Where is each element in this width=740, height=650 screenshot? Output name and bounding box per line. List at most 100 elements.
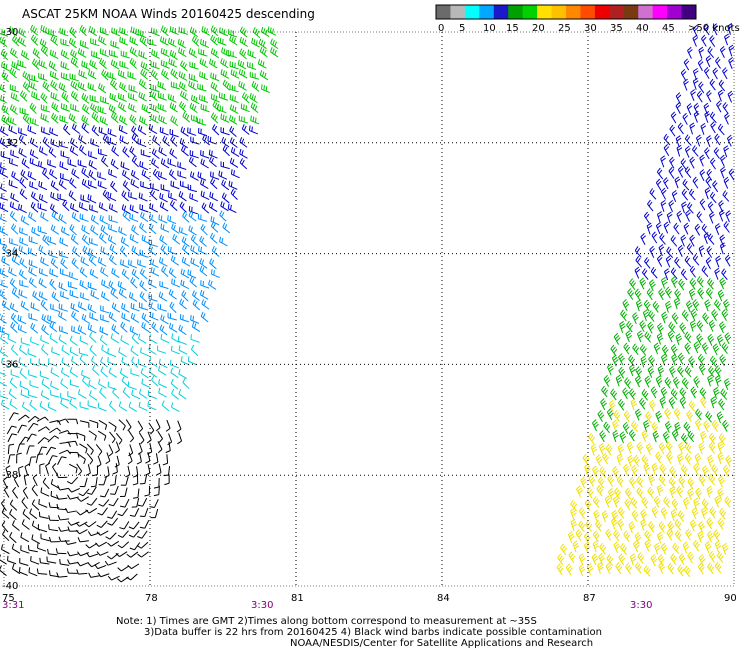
wind-barb: [159, 36, 169, 46]
wind-barb: [108, 104, 117, 115]
wind-barb: [167, 215, 177, 224]
wind-barb: [68, 487, 80, 493]
wind-barb: [127, 381, 137, 391]
wind-barb: [130, 302, 140, 312]
wind-barb: [670, 235, 678, 247]
wind-barb: [126, 551, 139, 558]
wind-barb: [168, 322, 178, 333]
wind-barb: [715, 374, 722, 387]
wind-barb: [622, 387, 630, 400]
wind-barb: [95, 444, 103, 456]
wind-barb: [1, 357, 10, 368]
legend-label: 20: [532, 23, 545, 34]
wind-barb: [9, 67, 17, 79]
legend-swatch: [450, 5, 466, 19]
wind-barb: [648, 310, 655, 322]
wind-barb: [595, 454, 603, 467]
wind-barb: [51, 211, 60, 222]
wind-barb: [169, 199, 178, 211]
wind-barb: [618, 398, 625, 411]
wind-barb: [131, 155, 139, 168]
wind-barb: [704, 147, 710, 160]
wind-barb: [129, 204, 139, 214]
wind-barb: [0, 372, 7, 377]
wind-barb: [40, 211, 49, 222]
wind-barb: [128, 84, 138, 93]
wind-barb: [121, 356, 131, 367]
legend-label: 25: [558, 23, 571, 34]
legend-swatch: [580, 5, 596, 19]
wind-barb: [60, 103, 70, 112]
wind-barb: [705, 411, 713, 423]
wind-barb: [70, 90, 79, 102]
wind-barb: [0, 346, 9, 358]
wind-barb: [209, 191, 218, 202]
wind-barb: [198, 48, 208, 57]
wind-barb: [682, 112, 689, 125]
wind-barb: [48, 524, 59, 532]
wind-barb: [99, 58, 107, 69]
wind-barb: [627, 454, 634, 467]
wind-barb: [684, 331, 692, 344]
wind-barb: [708, 319, 716, 332]
wind-barb: [107, 356, 117, 366]
wind-barb: [1, 104, 10, 116]
wind-barb: [686, 410, 694, 423]
wind-barb: [710, 121, 716, 134]
wind-barb: [679, 396, 687, 409]
wind-barb: [60, 172, 70, 182]
wind-barb: [728, 44, 735, 57]
wind-barb: [111, 324, 120, 335]
wind-barb: [50, 138, 60, 148]
wind-barb: [88, 379, 97, 390]
wind-barb: [623, 410, 631, 423]
wind-barb: [595, 519, 603, 532]
wind-barb: [38, 511, 49, 519]
wind-barb: [560, 543, 568, 556]
wind-barb: [623, 463, 630, 476]
wind-barb: [30, 556, 40, 565]
wind-barb: [228, 114, 238, 125]
wind-barb: [707, 278, 715, 290]
wind-barb: [168, 58, 178, 68]
wind-barb: [39, 370, 49, 380]
wind-barb: [670, 111, 677, 124]
wind-barb: [643, 211, 650, 224]
wind-barb: [611, 354, 619, 367]
wind-barb: [628, 521, 636, 534]
wind-barb: [99, 387, 107, 399]
wind-barb: [681, 188, 689, 201]
wind-barb: [108, 444, 114, 457]
wind-barb: [32, 48, 41, 59]
wind-barb: [221, 47, 230, 57]
wind-barb: [127, 563, 140, 570]
wind-barb: [692, 176, 699, 189]
wind-barb: [649, 188, 657, 200]
wind-barb: [683, 497, 690, 510]
wind-barb: [41, 378, 50, 390]
wind-barb: [107, 517, 119, 526]
wind-barb: [101, 279, 110, 289]
wind-barb: [267, 26, 277, 36]
wind-barb: [222, 79, 231, 91]
wind-barb: [20, 337, 30, 346]
wind-barb: [222, 144, 230, 157]
wind-barb: [102, 134, 111, 146]
wind-barb: [80, 292, 90, 301]
wind-barb: [49, 321, 58, 333]
wind-barb: [722, 419, 729, 432]
wind-barb: [99, 232, 107, 244]
wind-barb: [96, 530, 109, 536]
wind-barb: [648, 474, 655, 487]
wind-barb: [613, 332, 621, 345]
wind-barb: [251, 37, 260, 48]
wind-barb: [656, 332, 664, 345]
wind-barb: [31, 534, 41, 544]
wind-barb: [160, 47, 170, 58]
wind-barb: [57, 193, 67, 202]
wind-barb: [159, 201, 169, 212]
wind-barb: [137, 125, 147, 136]
wind-barb: [230, 69, 240, 79]
lon-label: 84: [437, 593, 450, 604]
wind-barb: [9, 499, 18, 511]
